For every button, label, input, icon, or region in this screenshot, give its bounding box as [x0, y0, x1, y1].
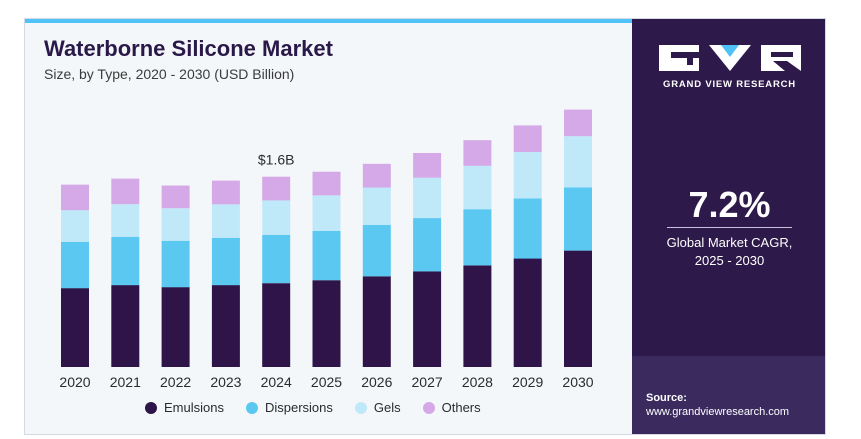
gvr-logo-icon	[658, 45, 801, 71]
source-note: Source: www.grandviewresearch.com	[646, 391, 789, 419]
cagr-label-line-2: 2025 - 2030	[694, 253, 765, 268]
legend-swatch-dispersions	[245, 401, 258, 414]
bar-others-2020	[61, 184, 89, 211]
bar-emulsions-2026	[362, 276, 391, 367]
x-tick-label: 2026	[361, 374, 392, 390]
source-label: Source:	[646, 392, 687, 404]
legend-item-gels: Gels	[354, 400, 401, 415]
bar-gels-2024	[262, 200, 291, 235]
bar-dispersions-2022	[161, 240, 190, 288]
cagr-divider	[667, 227, 792, 228]
bar-dispersions-2025	[312, 230, 341, 281]
x-tick-label: 2023	[210, 374, 241, 390]
bar-chart: 2020 2021 2022 2023 2024 $1.6B 2025 2026 2027 202…	[59, 109, 594, 390]
bar-others-2025	[312, 171, 341, 196]
legend-label-dispersions: Dispersions	[264, 400, 333, 415]
bar-dispersions-2027	[413, 218, 442, 272]
cagr-label: Global Market CAGR, 2025 - 2030	[632, 234, 825, 270]
bar-emulsions-2030	[564, 250, 592, 367]
bar-dispersions-2029	[513, 198, 542, 259]
bar-dispersions-2021	[111, 236, 140, 286]
bar-others-2022	[161, 185, 190, 209]
bar-emulsions-2027	[413, 271, 442, 367]
bar-gels-2025	[312, 195, 341, 231]
bar-emulsions-2021	[111, 285, 140, 367]
bar-gels-2029	[513, 152, 542, 199]
x-tick-label: 2027	[412, 374, 443, 390]
legend-swatch-emulsions	[145, 401, 157, 414]
legend-swatch-gels	[354, 401, 367, 414]
bar-dispersions-2028	[463, 209, 492, 266]
bar-emulsions-2025	[312, 280, 341, 367]
bar-gels-2027	[413, 177, 442, 218]
bar-dispersions-2023	[211, 237, 240, 286]
bar-others-2030	[564, 109, 592, 137]
legend-item-others: Others	[422, 400, 481, 415]
bar-others-2021	[111, 178, 140, 205]
legend-label-others: Others	[441, 400, 481, 415]
chart-subtitle: Size, by Type, 2020 - 2030 (USD Billion)	[44, 66, 295, 82]
bar-emulsions-2029	[513, 258, 542, 367]
bar-gels-2022	[161, 208, 190, 241]
bar-emulsions-2023	[211, 285, 240, 367]
legend-item-dispersions: Dispersions	[245, 400, 333, 415]
bar-others-2029	[513, 125, 542, 152]
legend-label-emulsions: Emulsions	[164, 400, 224, 415]
legend: Emulsions Dispersions Gels Others	[145, 400, 481, 415]
cagr-value: 7.2%	[688, 184, 771, 225]
panel-wave-decoration	[632, 356, 825, 434]
x-tick-label: 2024	[261, 374, 292, 390]
cagr-label-line-1: Global Market CAGR,	[666, 235, 793, 250]
legend-swatch-others	[422, 401, 435, 414]
x-tick-label: 2029	[512, 374, 543, 390]
bar-dispersions-2026	[362, 225, 391, 277]
side-panel: GRAND VIEW RESEARCH 7.2% Global Market C…	[632, 19, 825, 434]
bar-gels-2026	[362, 187, 391, 225]
bar-emulsions-2022	[161, 287, 190, 367]
bar-dispersions-2030	[564, 187, 592, 251]
bar-gels-2020	[61, 210, 89, 242]
chart-title: Waterborne Silicone Market	[44, 36, 333, 61]
x-tick-label: 2020	[59, 374, 90, 390]
bar-gels-2021	[111, 204, 140, 237]
legend-item-emulsions: Emulsions	[145, 400, 224, 415]
source-url[interactable]: www.grandviewresearch.com	[646, 406, 790, 418]
x-tick-label: 2025	[311, 374, 342, 390]
bar-gels-2028	[463, 165, 492, 210]
bar-dispersions-2024	[262, 234, 291, 284]
brand-name: GRAND VIEW RESEARCH	[663, 79, 796, 90]
legend-label-gels: Gels	[373, 400, 401, 415]
bar-dispersions-2020	[61, 241, 89, 289]
bar-others-2023	[211, 180, 240, 205]
bar-others-2024	[262, 176, 291, 201]
bar-gels-2030	[564, 136, 592, 188]
x-tick-label: 2021	[110, 374, 141, 390]
accent-bar	[25, 19, 632, 23]
bar-others-2028	[463, 140, 492, 166]
x-tick-label: 2028	[462, 374, 493, 390]
x-tick-label: 2022	[160, 374, 191, 390]
bar-gels-2023	[211, 204, 240, 238]
brand-logo: GRAND VIEW RESEARCH	[632, 43, 825, 90]
bar-others-2027	[413, 153, 442, 178]
x-tick-label: 2030	[562, 374, 593, 390]
bar-emulsions-2020	[61, 288, 89, 367]
chart-card: Waterborne Silicone Market Size, by Type…	[24, 18, 826, 435]
bar-others-2026	[362, 163, 391, 188]
bar-emulsions-2028	[463, 265, 492, 367]
data-label-2024: $1.6B	[258, 152, 295, 168]
bar-emulsions-2024	[262, 283, 291, 367]
